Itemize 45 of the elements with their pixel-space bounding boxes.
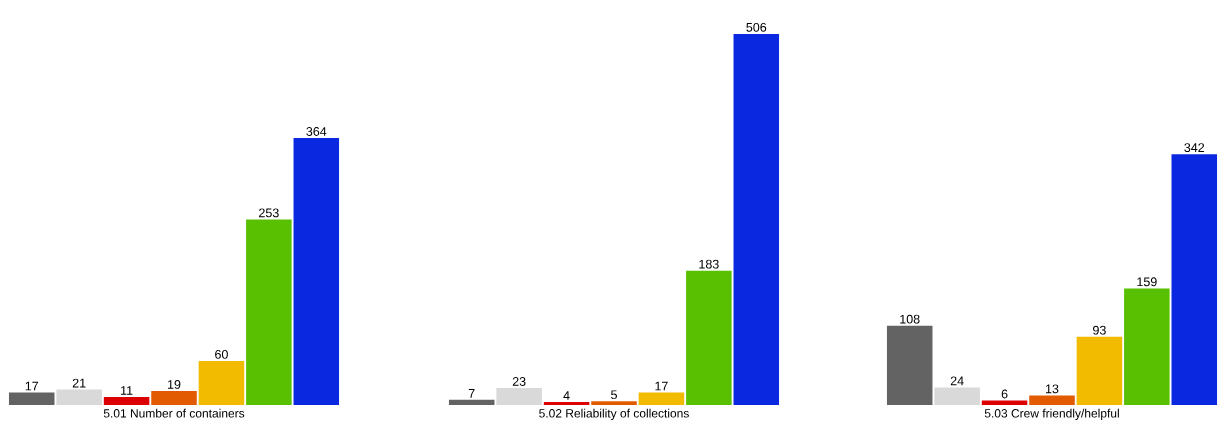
bar [638, 392, 685, 405]
bar [496, 388, 542, 405]
bar [1029, 395, 1075, 405]
bar [198, 360, 245, 405]
data-label: 13 [1046, 384, 1059, 394]
bar [733, 33, 780, 405]
data-label: 7 [468, 389, 475, 398]
bar [934, 387, 980, 405]
x-axis-title: 5.01 Number of containers [103, 408, 245, 418]
data-label: 24 [950, 376, 964, 386]
bar [886, 325, 933, 405]
bar [591, 401, 637, 405]
data-label: 5 [611, 390, 617, 400]
data-label: 21 [72, 378, 86, 388]
data-label: 11 [121, 386, 133, 395]
data-label: 159 [1137, 277, 1157, 287]
data-label: 506 [746, 22, 767, 32]
data-label: 253 [259, 208, 279, 218]
x-axis-title: 5.02 Reliability of collections [539, 408, 689, 420]
bar [151, 391, 197, 405]
data-label: 17 [655, 381, 668, 391]
data-label: 6 [1001, 389, 1008, 399]
data-label: 4 [563, 391, 570, 400]
bar [1124, 288, 1170, 405]
bar [448, 399, 495, 405]
bar [543, 402, 590, 405]
bar [8, 392, 55, 405]
data-label: 183 [699, 259, 719, 269]
x-axis-title: 5.03 Crew friendly/helpful [984, 408, 1119, 420]
data-label: 19 [168, 380, 181, 389]
bar [56, 389, 102, 405]
data-label: 60 [215, 349, 228, 359]
data-label: 342 [1184, 143, 1205, 153]
data-label: 17 [25, 381, 39, 391]
bar [103, 396, 150, 405]
bar [1076, 336, 1123, 405]
data-label: 108 [900, 314, 920, 324]
data-label: 23 [512, 377, 526, 386]
data-label: 93 [1093, 325, 1106, 335]
bar [1171, 154, 1218, 405]
bar [293, 138, 340, 405]
bar [686, 270, 732, 405]
data-label: 364 [306, 127, 327, 136]
bar [981, 400, 1028, 405]
bar [246, 219, 292, 405]
